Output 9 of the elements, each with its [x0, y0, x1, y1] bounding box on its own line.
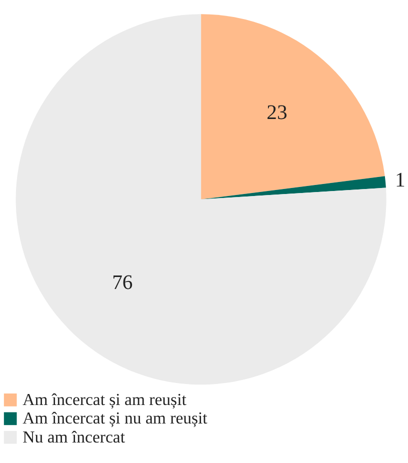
legend-label: Nu am încercat — [22, 427, 126, 446]
legend-label: Am încercat și am reușit — [22, 390, 187, 409]
data-label: 1 — [395, 169, 406, 192]
pie-slice — [201, 176, 386, 200]
pie-slice — [201, 14, 385, 200]
data-label: 76 — [112, 272, 133, 294]
pie-slice — [16, 14, 386, 384]
data-label: 23 — [266, 102, 288, 124]
legend-label: Am încercat și nu am reușit — [22, 408, 208, 428]
